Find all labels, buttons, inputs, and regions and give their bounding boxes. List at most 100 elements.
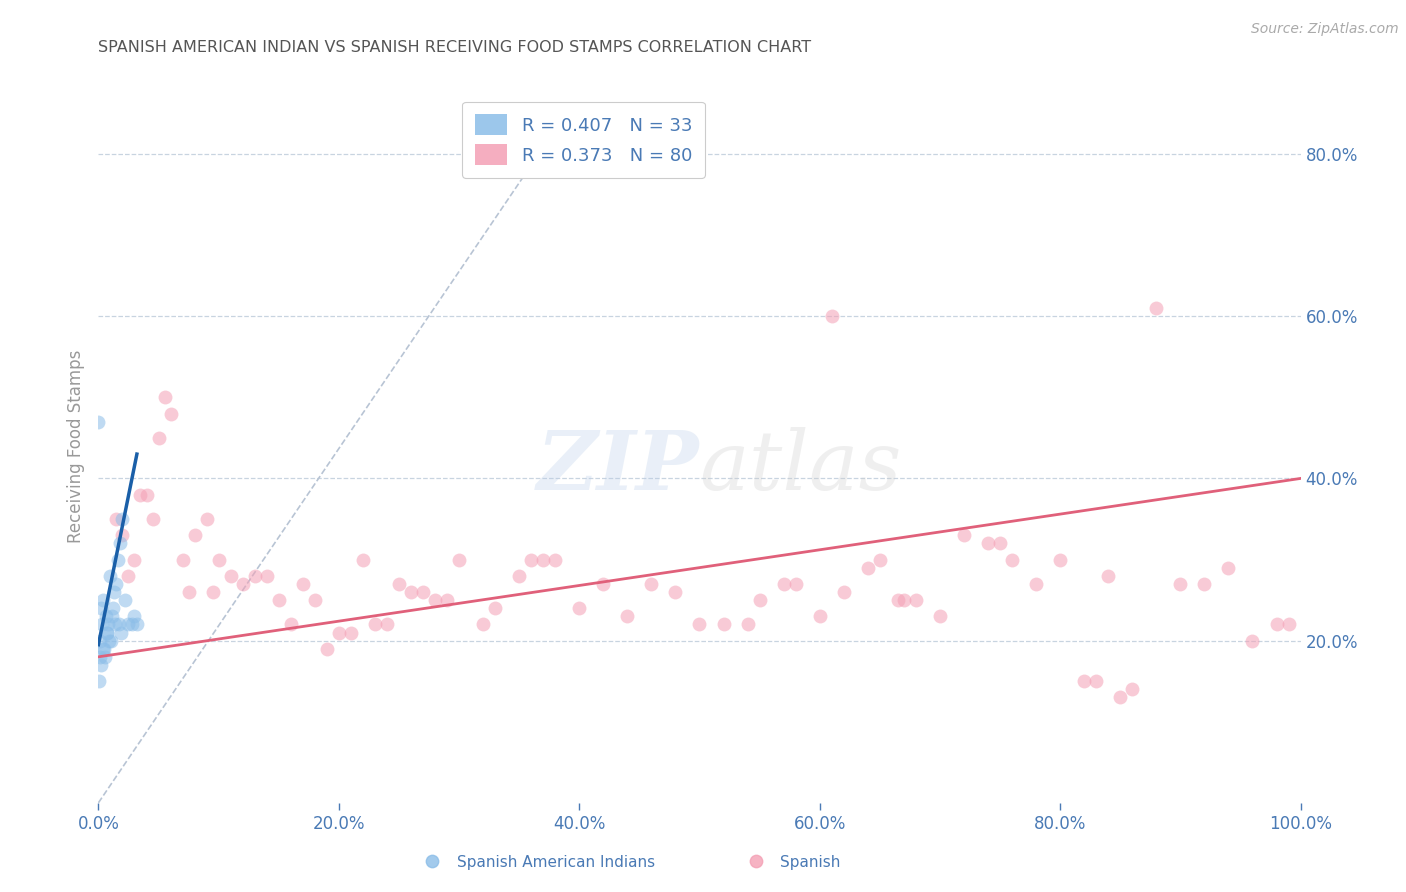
Point xyxy=(821,310,844,324)
Point xyxy=(423,593,446,607)
Point xyxy=(103,585,125,599)
Point xyxy=(737,617,759,632)
Point xyxy=(148,431,170,445)
Point xyxy=(105,512,128,526)
Text: Spanish: Spanish xyxy=(780,855,841,870)
Point xyxy=(447,552,470,566)
Y-axis label: Receiving Food Stamps: Receiving Food Stamps xyxy=(67,350,86,542)
Point xyxy=(1277,617,1299,632)
Point xyxy=(520,552,543,566)
Point xyxy=(531,552,554,566)
Point xyxy=(87,674,110,689)
Point xyxy=(436,593,458,607)
Text: Spanish American Indians: Spanish American Indians xyxy=(457,855,655,870)
Point xyxy=(472,617,495,632)
Point xyxy=(1218,560,1240,574)
Point xyxy=(328,625,350,640)
Point xyxy=(1144,301,1167,315)
Point xyxy=(785,577,807,591)
Point xyxy=(243,568,266,582)
Point xyxy=(100,568,122,582)
Point xyxy=(101,601,124,615)
Point xyxy=(177,585,200,599)
Point xyxy=(1121,682,1143,697)
Point xyxy=(808,609,831,624)
Point xyxy=(1241,633,1264,648)
Point xyxy=(232,577,254,591)
Point xyxy=(97,617,120,632)
Point xyxy=(399,585,422,599)
Point xyxy=(988,536,1011,550)
Point xyxy=(90,601,112,615)
Point xyxy=(375,617,398,632)
Point xyxy=(91,641,114,656)
Point xyxy=(117,568,139,582)
Point xyxy=(315,641,337,656)
Point xyxy=(89,633,111,648)
Point xyxy=(977,536,1000,550)
Point xyxy=(96,625,118,640)
Point xyxy=(832,585,855,599)
Point xyxy=(100,633,122,648)
Point xyxy=(93,641,115,656)
Point xyxy=(291,577,314,591)
Point xyxy=(91,617,114,632)
Text: atlas: atlas xyxy=(700,427,901,508)
Point xyxy=(125,617,148,632)
Point xyxy=(219,568,242,582)
Point xyxy=(508,568,530,582)
Point xyxy=(748,593,770,607)
Point xyxy=(1073,674,1095,689)
Point xyxy=(172,552,194,566)
Point xyxy=(98,633,121,648)
Point xyxy=(94,649,117,664)
Point xyxy=(484,601,506,615)
Point xyxy=(1025,577,1047,591)
Point xyxy=(713,617,735,632)
Point xyxy=(1109,690,1132,705)
Point xyxy=(159,407,181,421)
Point xyxy=(340,625,363,640)
Point xyxy=(640,577,662,591)
Point xyxy=(117,617,139,632)
Point xyxy=(121,617,143,632)
Point xyxy=(616,609,638,624)
Point xyxy=(108,617,131,632)
Text: SPANISH AMERICAN INDIAN VS SPANISH RECEIVING FOOD STAMPS CORRELATION CHART: SPANISH AMERICAN INDIAN VS SPANISH RECEI… xyxy=(98,40,811,55)
Point xyxy=(1265,617,1288,632)
Point xyxy=(388,577,411,591)
Point xyxy=(208,552,231,566)
Point xyxy=(928,609,950,624)
Text: Source: ZipAtlas.com: Source: ZipAtlas.com xyxy=(1251,22,1399,37)
Point xyxy=(124,609,146,624)
Point xyxy=(1049,552,1071,566)
Point xyxy=(1194,577,1216,591)
Point xyxy=(904,593,927,607)
Point xyxy=(364,617,387,632)
Point xyxy=(689,617,711,632)
Point xyxy=(183,528,205,542)
Legend: R = 0.407   N = 33, R = 0.373   N = 80: R = 0.407 N = 33, R = 0.373 N = 80 xyxy=(463,102,704,178)
Point xyxy=(664,585,686,599)
Point xyxy=(110,625,132,640)
Point xyxy=(201,585,224,599)
Point xyxy=(114,593,136,607)
Point xyxy=(195,512,218,526)
Point xyxy=(1170,577,1192,591)
Point xyxy=(89,649,111,664)
Point xyxy=(568,601,591,615)
Point xyxy=(87,415,110,429)
Text: ZIP: ZIP xyxy=(537,427,700,508)
Point xyxy=(129,488,152,502)
Point xyxy=(94,609,117,624)
Point xyxy=(108,536,131,550)
Point xyxy=(953,528,976,542)
Point xyxy=(104,617,127,632)
Point xyxy=(412,585,434,599)
Point xyxy=(544,552,567,566)
Point xyxy=(592,577,614,591)
Point xyxy=(105,577,128,591)
Point xyxy=(96,625,118,640)
Point xyxy=(90,657,112,672)
Point xyxy=(893,593,915,607)
